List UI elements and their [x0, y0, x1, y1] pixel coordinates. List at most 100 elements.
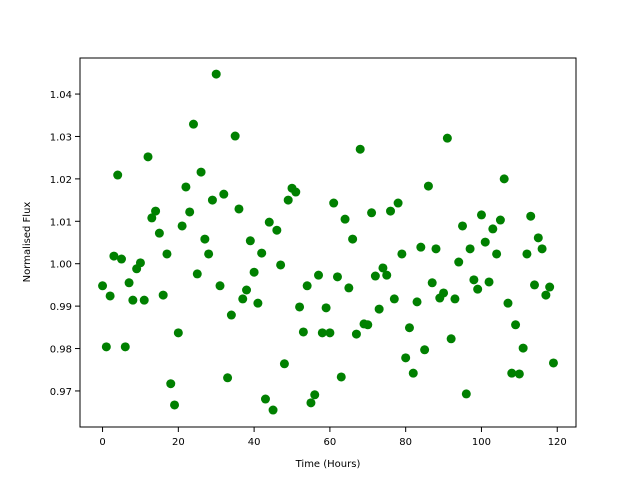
point: [211, 69, 221, 79]
point: [511, 320, 521, 330]
point: [238, 294, 248, 304]
point: [147, 213, 157, 223]
point: [185, 207, 195, 217]
point: [314, 270, 324, 280]
point: [423, 181, 433, 191]
point: [116, 254, 126, 264]
x-tick-label: 0: [99, 437, 105, 448]
point: [321, 303, 331, 313]
y-axis-label: Normalised Flux: [22, 202, 33, 283]
point: [427, 278, 437, 288]
point: [268, 405, 278, 415]
point: [461, 389, 471, 399]
point: [476, 210, 486, 220]
point: [404, 323, 414, 333]
point: [454, 257, 464, 267]
point: [188, 119, 198, 129]
y-tick-label: 0.98: [50, 345, 72, 356]
x-tick-label: 20: [172, 437, 185, 448]
point: [367, 208, 377, 218]
point: [442, 133, 452, 143]
point: [260, 394, 270, 404]
point: [105, 291, 115, 301]
x-tick-label: 60: [324, 437, 337, 448]
point: [526, 211, 536, 221]
point: [279, 359, 289, 369]
point: [242, 285, 252, 295]
point: [397, 249, 407, 259]
point: [200, 234, 210, 244]
point: [302, 281, 312, 291]
point: [245, 236, 255, 246]
point: [298, 327, 308, 337]
point: [378, 263, 388, 273]
point: [446, 334, 456, 344]
point: [257, 248, 267, 258]
point: [495, 215, 505, 225]
point: [386, 206, 396, 216]
point: [336, 372, 346, 382]
point: [382, 270, 392, 280]
point: [374, 304, 384, 314]
point: [503, 298, 513, 308]
point: [420, 345, 430, 355]
point: [348, 234, 358, 244]
point: [340, 214, 350, 224]
point: [393, 198, 403, 208]
axes-frame: [79, 57, 577, 428]
point: [264, 217, 274, 227]
y-tick-label: 1.02: [50, 175, 72, 186]
y-tick-label: 1.01: [50, 217, 72, 228]
point: [276, 260, 286, 270]
point: [548, 358, 558, 368]
y-tick-label: 0.99: [50, 302, 72, 313]
point: [253, 298, 263, 308]
point: [473, 284, 483, 294]
point: [344, 283, 354, 293]
point: [408, 368, 418, 378]
point: [139, 295, 149, 305]
point: [545, 282, 555, 292]
point: [431, 244, 441, 254]
y-tick-label: 0.97: [50, 387, 72, 398]
point: [272, 225, 282, 235]
point: [351, 329, 361, 339]
point: [166, 379, 176, 389]
point: [151, 206, 161, 216]
point: [283, 195, 293, 205]
point: [173, 328, 183, 338]
point: [154, 228, 164, 238]
point: [450, 294, 460, 304]
point: [317, 328, 327, 338]
point: [325, 328, 335, 338]
x-tick-label: 40: [248, 437, 261, 448]
point: [207, 195, 217, 205]
point: [514, 369, 524, 379]
point: [533, 233, 543, 243]
point: [291, 187, 301, 197]
point: [101, 342, 111, 352]
point: [181, 182, 191, 192]
point: [412, 297, 422, 307]
x-tick-label: 80: [399, 437, 412, 448]
point: [158, 290, 168, 300]
point: [329, 198, 339, 208]
point: [98, 281, 108, 291]
point: [128, 295, 138, 305]
point: [226, 310, 236, 320]
x-tick-label: 100: [472, 437, 491, 448]
point: [230, 131, 240, 141]
point: [401, 353, 411, 363]
point: [219, 189, 229, 199]
point: [332, 272, 342, 282]
point: [109, 251, 119, 261]
point: [363, 320, 373, 330]
y-tick-label: 1.03: [50, 132, 72, 143]
point: [370, 271, 380, 281]
point: [196, 167, 206, 177]
point: [518, 343, 528, 353]
y-tick-label: 1.00: [50, 260, 72, 271]
point: [162, 249, 172, 259]
